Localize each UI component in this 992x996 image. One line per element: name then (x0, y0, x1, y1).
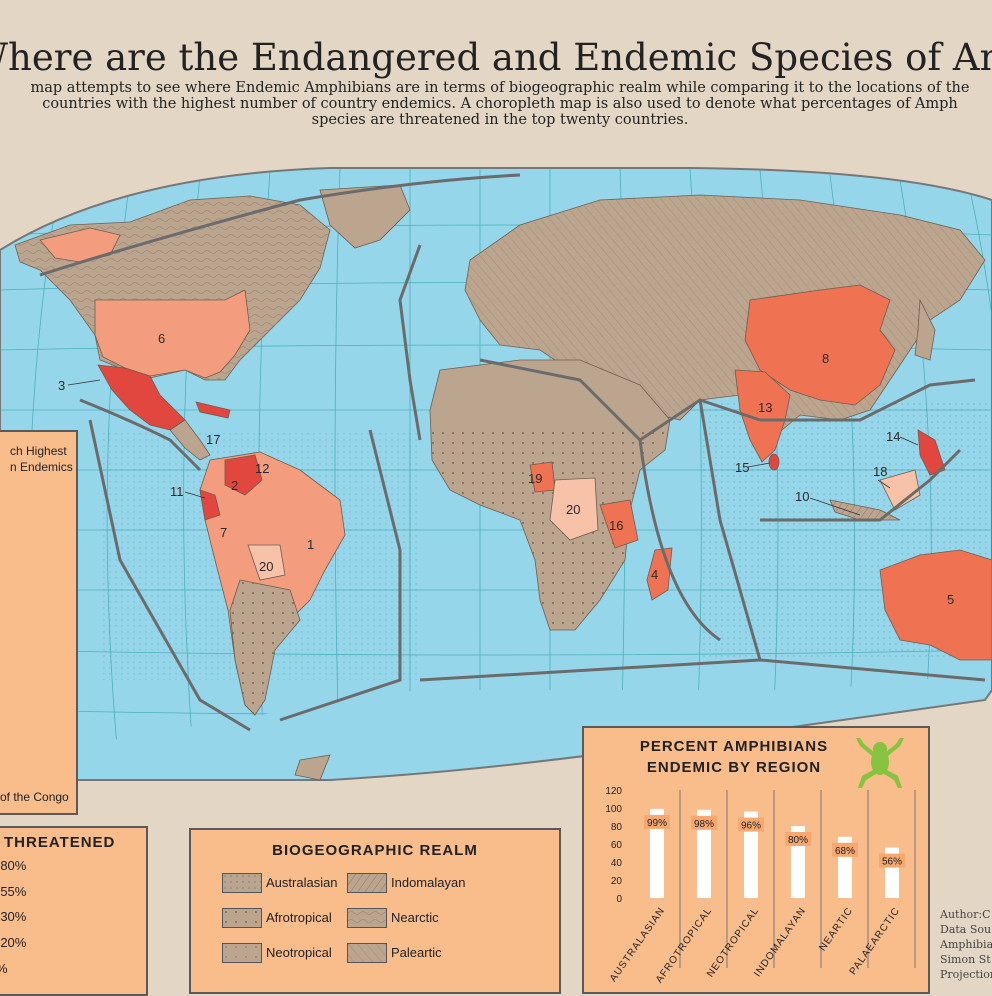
author-line: Author:C (940, 908, 991, 921)
legend-last-item: of the Congo (0, 790, 69, 804)
map-number: 20 (259, 559, 273, 574)
y-tick-label: 0 (616, 894, 622, 905)
map-number: 5 (947, 592, 954, 607)
swatch-nearctic (347, 908, 387, 928)
bar-label-bg (832, 842, 858, 857)
page-title: Where are the Endangered and Endemic Spe… (0, 36, 992, 79)
threatened-row: % (0, 961, 8, 976)
map-number: 16 (609, 518, 623, 533)
y-tick-label: 100 (605, 804, 622, 815)
category-label: NEARTIC (817, 905, 855, 953)
subtitle-line: species are threatened in the top twenty… (311, 112, 689, 128)
data-label: 99% (647, 818, 667, 829)
threatened-legend: THREATENED -80% -55% -30% -20% % (0, 826, 148, 996)
swatch-australasian (222, 873, 262, 893)
map-number: 11 (170, 484, 184, 499)
subtitle-line: countries with the highest number of cou… (42, 96, 958, 112)
country-india (734, 369, 791, 463)
map-number: 1 (307, 537, 314, 552)
country-sri-lanka (768, 453, 780, 471)
realm-legend: BIOGEOGRAPHIC REALM Australasian Indomal… (189, 828, 561, 994)
author-line: Data Sou (940, 923, 992, 936)
bar-label-bg (879, 853, 905, 868)
swatch-indomalayan (347, 873, 387, 893)
map-number: 17 (206, 432, 220, 447)
map-number: 8 (822, 351, 829, 366)
subtitle-line: map attempts to see where Endemic Amphib… (30, 80, 970, 96)
map-number: 7 (220, 525, 227, 540)
realm-label: Neotropical (266, 945, 332, 960)
y-tick-label: 60 (611, 840, 623, 851)
data-label: 68% (835, 846, 855, 857)
endemic-bar-chart: 12010080604020099%AUSTRALASIAN98%AFROTRO… (605, 786, 916, 985)
swatch-neotropical (222, 943, 262, 963)
y-tick-label: 80 (611, 822, 623, 833)
realm-label: Indomalayan (391, 875, 466, 890)
y-tick-label: 20 (611, 876, 623, 887)
realm-heading: BIOGEOGRAPHIC REALM (272, 842, 478, 859)
realm-label: Australasian (266, 875, 338, 890)
author-line: Simon St (940, 953, 991, 966)
endemic-chart-panel: PERCENT AMPHIBIANS ENDEMIC BY REGION 120… (582, 726, 930, 994)
bar-label-bg (691, 815, 717, 830)
map-number: 6 (158, 331, 165, 346)
realm-label: Afrotropical (266, 910, 332, 925)
map-number: 19 (528, 471, 542, 486)
frog-icon (856, 738, 904, 788)
country-china (744, 284, 896, 406)
realm-label: Nearctic (391, 910, 439, 925)
threatened-heading: THREATENED (4, 834, 116, 851)
map-number: 15 (735, 460, 749, 475)
category-label: PALAEARCTIC (848, 905, 903, 977)
swatch-palearctic (347, 943, 387, 963)
bar-label-bg (644, 814, 670, 829)
map-number: 10 (795, 489, 809, 504)
data-label: 56% (882, 857, 902, 868)
swatch-afrotropical (222, 908, 262, 928)
map-number: 18 (873, 464, 887, 479)
country-usa (94, 289, 251, 379)
author-line: Projection (940, 968, 992, 981)
bar-label-bg (738, 817, 764, 832)
country-endemics-legend: ch Highest n Endemics of the Congo (0, 430, 78, 815)
map-number: 20 (566, 502, 580, 517)
bar-label-bg (785, 832, 811, 846)
author-line: Amphibia (940, 938, 992, 951)
map-number: 12 (255, 461, 269, 476)
chart-title-line: PERCENT AMPHIBIANS (639, 738, 829, 755)
data-label: 80% (788, 835, 808, 846)
page-subtitle: map attempts to see where Endemic Amphib… (0, 80, 992, 128)
map-number: 2 (231, 478, 238, 493)
threatened-row: -80% (0, 858, 27, 873)
country-australia (879, 549, 992, 661)
map-number: 4 (651, 567, 658, 582)
legend-heading-line: n Endemics (10, 460, 73, 474)
category-label: INDOMALAYAN (752, 905, 808, 979)
bar (744, 811, 758, 898)
threatened-row: -20% (0, 935, 27, 950)
realm-label: Paleartic (391, 945, 442, 960)
map-number: 14 (886, 429, 900, 444)
map-number: 3 (58, 378, 65, 393)
data-label: 98% (694, 819, 714, 830)
bar (697, 809, 711, 898)
realm-boundaries (39, 173, 986, 732)
y-tick-label: 40 (611, 858, 623, 869)
category-label: NEOTROPICAL (705, 905, 761, 979)
bar (650, 808, 664, 898)
chart-title-line: ENDEMIC BY REGION (646, 759, 822, 776)
map-number: 13 (758, 400, 772, 415)
data-label: 96% (741, 821, 761, 832)
y-tick-label: 120 (605, 786, 622, 797)
legend-heading-line: ch Highest (10, 444, 67, 458)
threatened-row: -55% (0, 884, 27, 899)
threatened-row: -30% (0, 909, 27, 924)
